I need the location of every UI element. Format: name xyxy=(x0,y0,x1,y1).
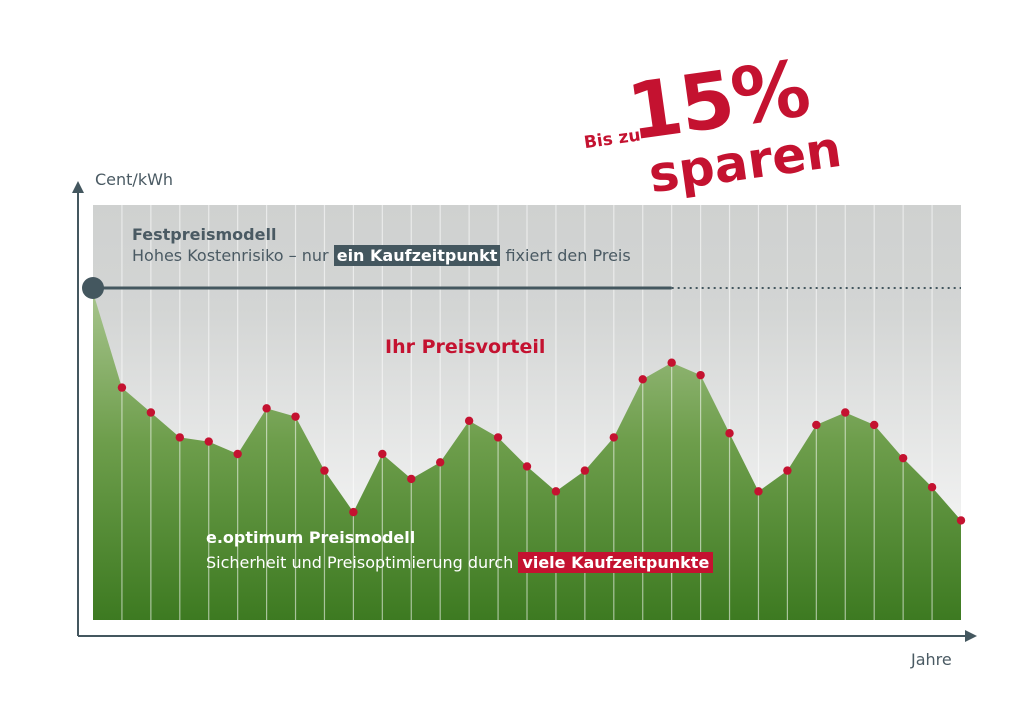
optimum-model-description: Sicherheit und Preisoptimierung durch vi… xyxy=(206,552,714,573)
price-point xyxy=(783,466,792,475)
price-point xyxy=(291,412,300,421)
price-point xyxy=(407,474,416,484)
price-point xyxy=(580,466,590,475)
price-point xyxy=(841,408,850,417)
price-point xyxy=(667,358,676,367)
price-point xyxy=(898,453,908,463)
fixed-desc-text-end: fixiert den Preis xyxy=(500,246,631,265)
y-axis-label: Cent/kWh xyxy=(95,170,174,189)
price-point xyxy=(754,487,763,496)
fixed-desc-text: Hohes Kostenrisiko – nur xyxy=(132,246,334,265)
price-point xyxy=(349,507,358,517)
x-axis-arrow-icon xyxy=(965,630,977,642)
price-point xyxy=(436,458,445,467)
price-point xyxy=(522,462,532,471)
price-point xyxy=(378,449,387,459)
optimum-desc-highlight: viele Kaufzeitpunkte xyxy=(518,552,714,573)
price-point xyxy=(175,433,184,442)
price-point xyxy=(233,449,242,459)
price-point xyxy=(812,420,821,430)
price-advantage-label: Ihr Preisvorteil xyxy=(385,336,546,358)
fixed-desc-highlight: ein Kaufzeitpunkt xyxy=(333,245,501,266)
price-point xyxy=(262,404,271,413)
price-point xyxy=(117,383,127,392)
fixed-price-model-title: Festpreismodell xyxy=(132,225,277,244)
y-axis-arrow-icon xyxy=(72,181,84,193)
price-point xyxy=(696,370,705,380)
price-point xyxy=(725,429,734,438)
optimum-model-title: e.optimum Preismodell xyxy=(206,528,416,547)
price-point xyxy=(464,416,474,425)
fixed-price-start-point xyxy=(82,277,104,299)
price-point xyxy=(927,483,937,492)
fixed-price-model-description: Hohes Kostenrisiko – nur ein Kaufzeitpun… xyxy=(132,245,631,266)
price-point xyxy=(870,420,879,430)
price-point xyxy=(146,408,156,417)
x-axis-label: Jahre xyxy=(911,650,952,669)
price-point xyxy=(551,487,561,496)
price-point xyxy=(956,516,966,525)
price-point xyxy=(204,437,213,446)
price-point xyxy=(638,375,647,384)
price-point xyxy=(493,433,503,442)
optimum-desc-text: Sicherheit und Preisoptimierung durch xyxy=(206,553,519,572)
price-area xyxy=(93,292,961,620)
price-point xyxy=(320,466,329,475)
price-point xyxy=(609,433,618,442)
